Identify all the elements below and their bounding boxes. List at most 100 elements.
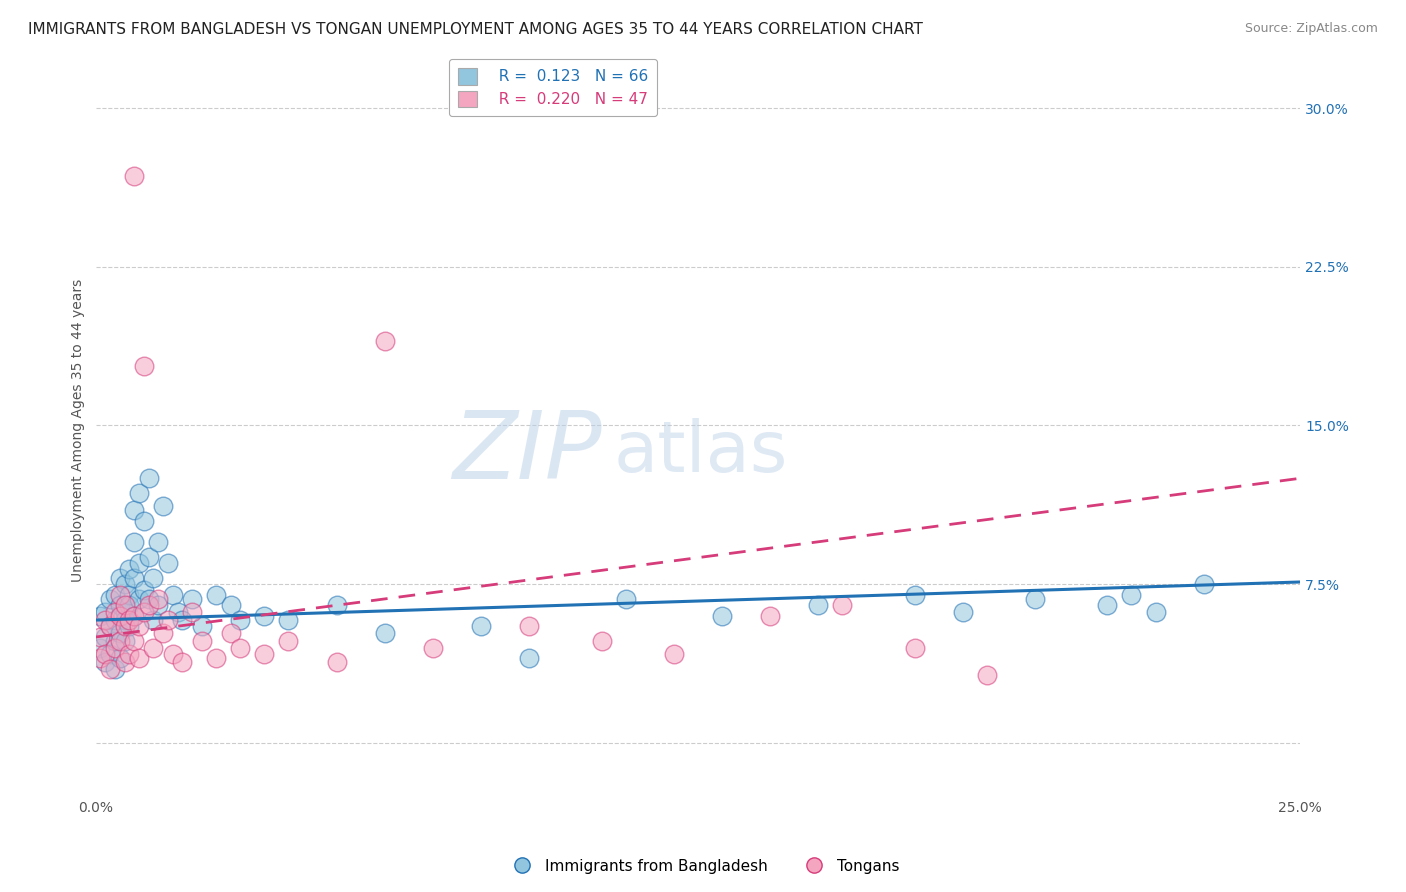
Point (374, 334, 396, 348)
Point (89, 608, 111, 623)
Point (152, 499, 174, 513)
Point (94, 605, 117, 619)
Point (118, 647, 141, 661)
Y-axis label: Unemployment Among Ages 35 to 44 years: Unemployment Among Ages 35 to 44 years (72, 279, 86, 582)
Point (976, 668, 998, 682)
Point (98, 662, 121, 676)
Point (122, 608, 145, 623)
Point (98, 647, 121, 661)
Point (325, 656, 347, 670)
Point (128, 591, 150, 606)
Point (1144, 605, 1167, 619)
Point (138, 549, 160, 564)
Point (142, 613, 165, 627)
Point (172, 656, 194, 670)
Point (122, 608, 145, 623)
Point (98, 619, 121, 633)
Point (422, 640, 444, 655)
Point (952, 605, 974, 619)
Point (122, 571, 145, 585)
Point (132, 583, 155, 598)
Point (591, 634, 613, 648)
Point (277, 634, 299, 648)
Point (108, 571, 131, 585)
Point (205, 651, 228, 665)
Point (114, 634, 136, 648)
Point (118, 619, 141, 633)
Point (759, 608, 782, 623)
Point (118, 562, 141, 576)
Point (229, 613, 252, 627)
Point (108, 651, 131, 665)
Text: Source: ZipAtlas.com: Source: ZipAtlas.com (1244, 22, 1378, 36)
Point (128, 556, 150, 570)
Point (104, 613, 127, 627)
Point (138, 471, 160, 485)
Point (156, 613, 179, 627)
Point (253, 647, 276, 661)
Text: atlas: atlas (613, 418, 787, 487)
Point (108, 588, 131, 602)
Point (122, 534, 145, 549)
Point (108, 634, 131, 648)
Point (374, 625, 396, 640)
Point (229, 640, 252, 655)
Point (98, 591, 121, 606)
Point (132, 605, 155, 619)
Point (89, 651, 111, 665)
Point (114, 619, 136, 633)
Point (148, 534, 170, 549)
Point (162, 588, 184, 602)
Point (98, 619, 121, 633)
Point (114, 599, 136, 613)
Point (104, 605, 127, 619)
Point (114, 656, 136, 670)
Point (205, 588, 228, 602)
Text: ZIP: ZIP (451, 407, 602, 498)
Point (904, 588, 927, 602)
Point (614, 591, 637, 606)
Point (122, 169, 145, 183)
Point (142, 571, 165, 585)
Point (142, 640, 165, 655)
Point (219, 625, 242, 640)
Point (108, 608, 131, 623)
Point (517, 651, 540, 665)
Point (181, 605, 204, 619)
Point (162, 647, 184, 661)
Point (831, 599, 853, 613)
Point (128, 651, 150, 665)
Point (1121, 588, 1143, 602)
Point (219, 599, 242, 613)
Text: IMMIGRANTS FROM BANGLADESH VS TONGAN UNEMPLOYMENT AMONG AGES 35 TO 44 YEARS CORR: IMMIGRANTS FROM BANGLADESH VS TONGAN UNE… (28, 22, 922, 37)
Point (104, 640, 127, 655)
Point (156, 556, 179, 570)
Point (108, 599, 131, 613)
Point (148, 591, 170, 606)
Point (132, 359, 155, 373)
Point (470, 619, 492, 633)
Point (89, 630, 111, 644)
Point (94, 630, 117, 644)
Point (118, 613, 141, 627)
Point (904, 640, 927, 655)
Point (807, 599, 830, 613)
Point (94, 647, 117, 661)
Point (138, 591, 160, 606)
Point (128, 486, 150, 500)
Point (114, 605, 136, 619)
Point (94, 613, 117, 627)
Point (277, 613, 299, 627)
Point (517, 619, 540, 633)
Legend: Immigrants from Bangladesh, Tongans: Immigrants from Bangladesh, Tongans (501, 853, 905, 880)
Point (89, 640, 111, 655)
Point (190, 634, 212, 648)
Point (104, 662, 127, 676)
Point (122, 503, 145, 517)
Point (94, 656, 117, 670)
Point (104, 588, 127, 602)
Legend:   R =  0.123   N = 66,   R =  0.220   N = 47: R = 0.123 N = 66, R = 0.220 N = 47 (450, 59, 658, 117)
Point (662, 647, 685, 661)
Point (104, 634, 127, 648)
Point (710, 608, 733, 623)
